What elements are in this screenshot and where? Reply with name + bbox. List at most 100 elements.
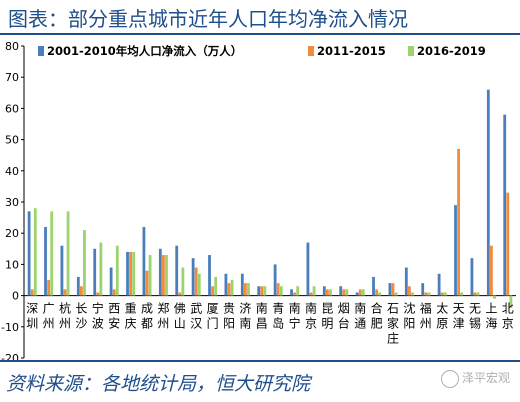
bar-s2-郑州 <box>162 255 165 296</box>
bar-s3-贵阳 <box>230 280 234 296</box>
category-label: 福州 <box>420 301 432 331</box>
bar-s1-无锡 <box>470 258 474 296</box>
bar-s1-上海 <box>486 89 490 296</box>
bar-s1-石家庄 <box>388 283 392 296</box>
bar-s3-青岛 <box>279 286 283 296</box>
legend-label-2: 2011-2015 <box>317 44 386 58</box>
bar-s1-南通 <box>355 292 359 296</box>
y-tick-label: 30 <box>5 196 19 209</box>
bar-s2-烟台 <box>342 289 346 296</box>
bar-s1-南京 <box>306 242 310 296</box>
bar-s2-南宁 <box>293 292 296 296</box>
bar-s3-宁波 <box>99 242 103 296</box>
bar-s3-沈阳 <box>411 292 414 296</box>
bar-s1-青岛 <box>273 264 277 296</box>
category-label: 天津 <box>453 302 465 331</box>
bar-s2-青岛 <box>276 283 280 296</box>
category-label: 石家庄 <box>387 302 399 346</box>
bar-s1-合肥 <box>372 276 375 296</box>
category-label: 武汉 <box>190 302 202 331</box>
y-tick-label: 20 <box>5 227 19 240</box>
bar-s1-沈阳 <box>404 267 408 296</box>
category-label: 重庆 <box>125 302 137 331</box>
bar-s3-杭州 <box>66 211 70 296</box>
category-label: 无锡 <box>469 302 481 331</box>
y-tick-label: -20 <box>1 352 19 360</box>
source-bar: 资料来源：各地统计局，恒大研究院 泽平宏观 <box>0 360 520 402</box>
bar-s3-合肥 <box>378 292 382 296</box>
bar-s2-沈阳 <box>408 286 411 296</box>
bar-s1-济南 <box>240 273 244 296</box>
bar-s2-石家庄 <box>391 283 395 296</box>
y-tick-label: 0 <box>12 290 19 303</box>
bar-s2-杭州 <box>63 289 67 296</box>
bar-s2-贵阳 <box>227 283 231 296</box>
category-label: 烟台 <box>338 302 350 331</box>
bar-s1-福州 <box>421 283 425 296</box>
bar-s1-宁波 <box>93 248 97 296</box>
category-label: 南宁 <box>289 301 301 331</box>
bar-s2-太原 <box>440 292 444 296</box>
category-label: 南通 <box>354 301 366 331</box>
bar-s2-南昌 <box>260 286 264 296</box>
category-label: 宁波 <box>92 301 104 331</box>
bar-chart: -20 -10 0 10 20 30 40 50 60 70 80 深圳广州杭州长沙宁波西安重庆成都… <box>1 40 516 360</box>
legend-label-1: 2001-2010年均人口净流入（万人） <box>47 44 242 58</box>
bar-s2-福州 <box>424 292 428 296</box>
bar-s2-天津 <box>457 148 460 296</box>
bar-s3-无锡 <box>476 292 480 296</box>
legend-label-3: 2016-2019 <box>417 44 486 58</box>
bar-s1-厦门 <box>208 255 211 296</box>
watermark-text: 泽平宏观 <box>461 371 510 385</box>
bar-s3-烟台 <box>345 289 349 296</box>
category-label: 青岛 <box>272 302 284 331</box>
category-label: 厦门 <box>207 302 219 331</box>
category-label: 济南 <box>239 301 251 331</box>
y-tick-label: 70 <box>5 71 19 84</box>
y-tick-label: 10 <box>5 258 19 271</box>
bar-s3-西安 <box>115 245 119 296</box>
category-label: 长沙 <box>75 302 87 331</box>
bar-s1-南宁 <box>290 289 293 296</box>
bar-s2-佛山 <box>178 292 182 296</box>
legend-swatch-3 <box>408 46 414 56</box>
bar-s1-成都 <box>142 226 146 296</box>
bar-s3-深圳 <box>33 208 37 296</box>
bar-s1-郑州 <box>158 248 162 296</box>
bar-s2-西安 <box>112 289 116 296</box>
y-axis: -20 -10 0 10 20 30 40 50 60 70 80 <box>1 40 516 360</box>
bar-s3-长沙 <box>83 230 86 296</box>
bar-s1-北京 <box>503 114 507 296</box>
bar-s3-石家庄 <box>394 292 398 296</box>
y-tick-label: 60 <box>5 102 19 115</box>
category-label: 上海 <box>485 302 497 331</box>
bar-s3-上海 <box>493 295 496 299</box>
bar-s2-厦门 <box>211 286 214 296</box>
category-label: 佛山 <box>174 302 186 331</box>
bars <box>27 89 513 309</box>
bar-s1-天津 <box>454 205 457 296</box>
bar-s3-南通 <box>361 289 365 296</box>
category-label: 贵阳 <box>223 302 235 331</box>
bar-s1-重庆 <box>126 251 129 296</box>
bar-s3-太原 <box>443 292 447 296</box>
category-label: 成都 <box>141 302 153 331</box>
bar-s1-佛山 <box>175 245 179 296</box>
bar-s2-合肥 <box>375 289 378 296</box>
bar-s2-成都 <box>145 270 149 296</box>
y-tick-label: -10 <box>1 321 19 334</box>
bar-s1-昆明 <box>322 286 326 296</box>
bar-s3-南宁 <box>296 286 300 296</box>
bar-s2-广州 <box>47 280 50 296</box>
bar-s3-重庆 <box>132 251 136 296</box>
bar-s2-长沙 <box>80 286 83 296</box>
bar-s2-武汉 <box>194 267 198 296</box>
bar-s2-南通 <box>358 289 362 296</box>
bar-s2-上海 <box>490 245 493 296</box>
bar-s1-烟台 <box>339 286 343 296</box>
category-label: 沈阳 <box>403 301 415 331</box>
legend-swatch-1 <box>38 46 44 56</box>
bar-s2-济南 <box>244 283 247 296</box>
category-label: 合肥 <box>371 301 383 331</box>
bar-s3-成都 <box>148 255 152 296</box>
